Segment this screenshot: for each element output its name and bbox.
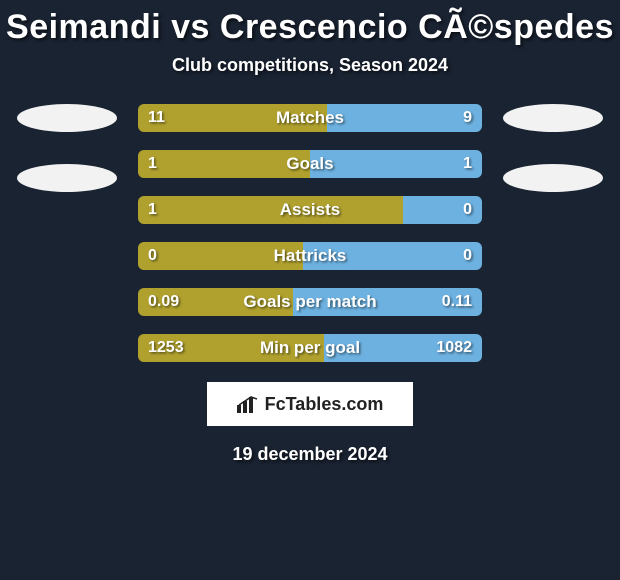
stat-bar: 119Matches [138, 104, 482, 132]
left-player-photo-2 [17, 164, 117, 192]
stat-bar: 10Assists [138, 196, 482, 224]
stats-column: 119Matches 11Goals 10Assists 00Hattricks 0.0… [138, 104, 482, 362]
stat-label: Min per goal [138, 338, 482, 358]
page-title: Seimandi vs Crescencio CÃ©spedes [6, 8, 614, 47]
fctables-logo: FcTables.com [207, 382, 413, 426]
left-player-col [12, 104, 122, 192]
subtitle: Club competitions, Season 2024 [172, 55, 448, 76]
stat-label: Goals [138, 154, 482, 174]
footer-date: 19 december 2024 [232, 444, 387, 465]
right-player-photo-2 [503, 164, 603, 192]
stat-label: Assists [138, 200, 482, 220]
stat-label: Hattricks [138, 246, 482, 266]
right-player-col [498, 104, 608, 192]
main-row: 119Matches 11Goals 10Assists 00Hattricks 0.0… [0, 104, 620, 362]
right-player-photo-1 [503, 104, 603, 132]
stat-label: Goals per match [138, 292, 482, 312]
logo-text: FcTables.com [265, 394, 384, 415]
stat-bar: 00Hattricks [138, 242, 482, 270]
comparison-chart: Seimandi vs Crescencio CÃ©spedes Club co… [0, 0, 620, 580]
stat-bar: 12531082Min per goal [138, 334, 482, 362]
stat-label: Matches [138, 108, 482, 128]
left-player-photo-1 [17, 104, 117, 132]
chart-icon [237, 395, 259, 413]
stat-bar: 0.090.11Goals per match [138, 288, 482, 316]
stat-bar: 11Goals [138, 150, 482, 178]
